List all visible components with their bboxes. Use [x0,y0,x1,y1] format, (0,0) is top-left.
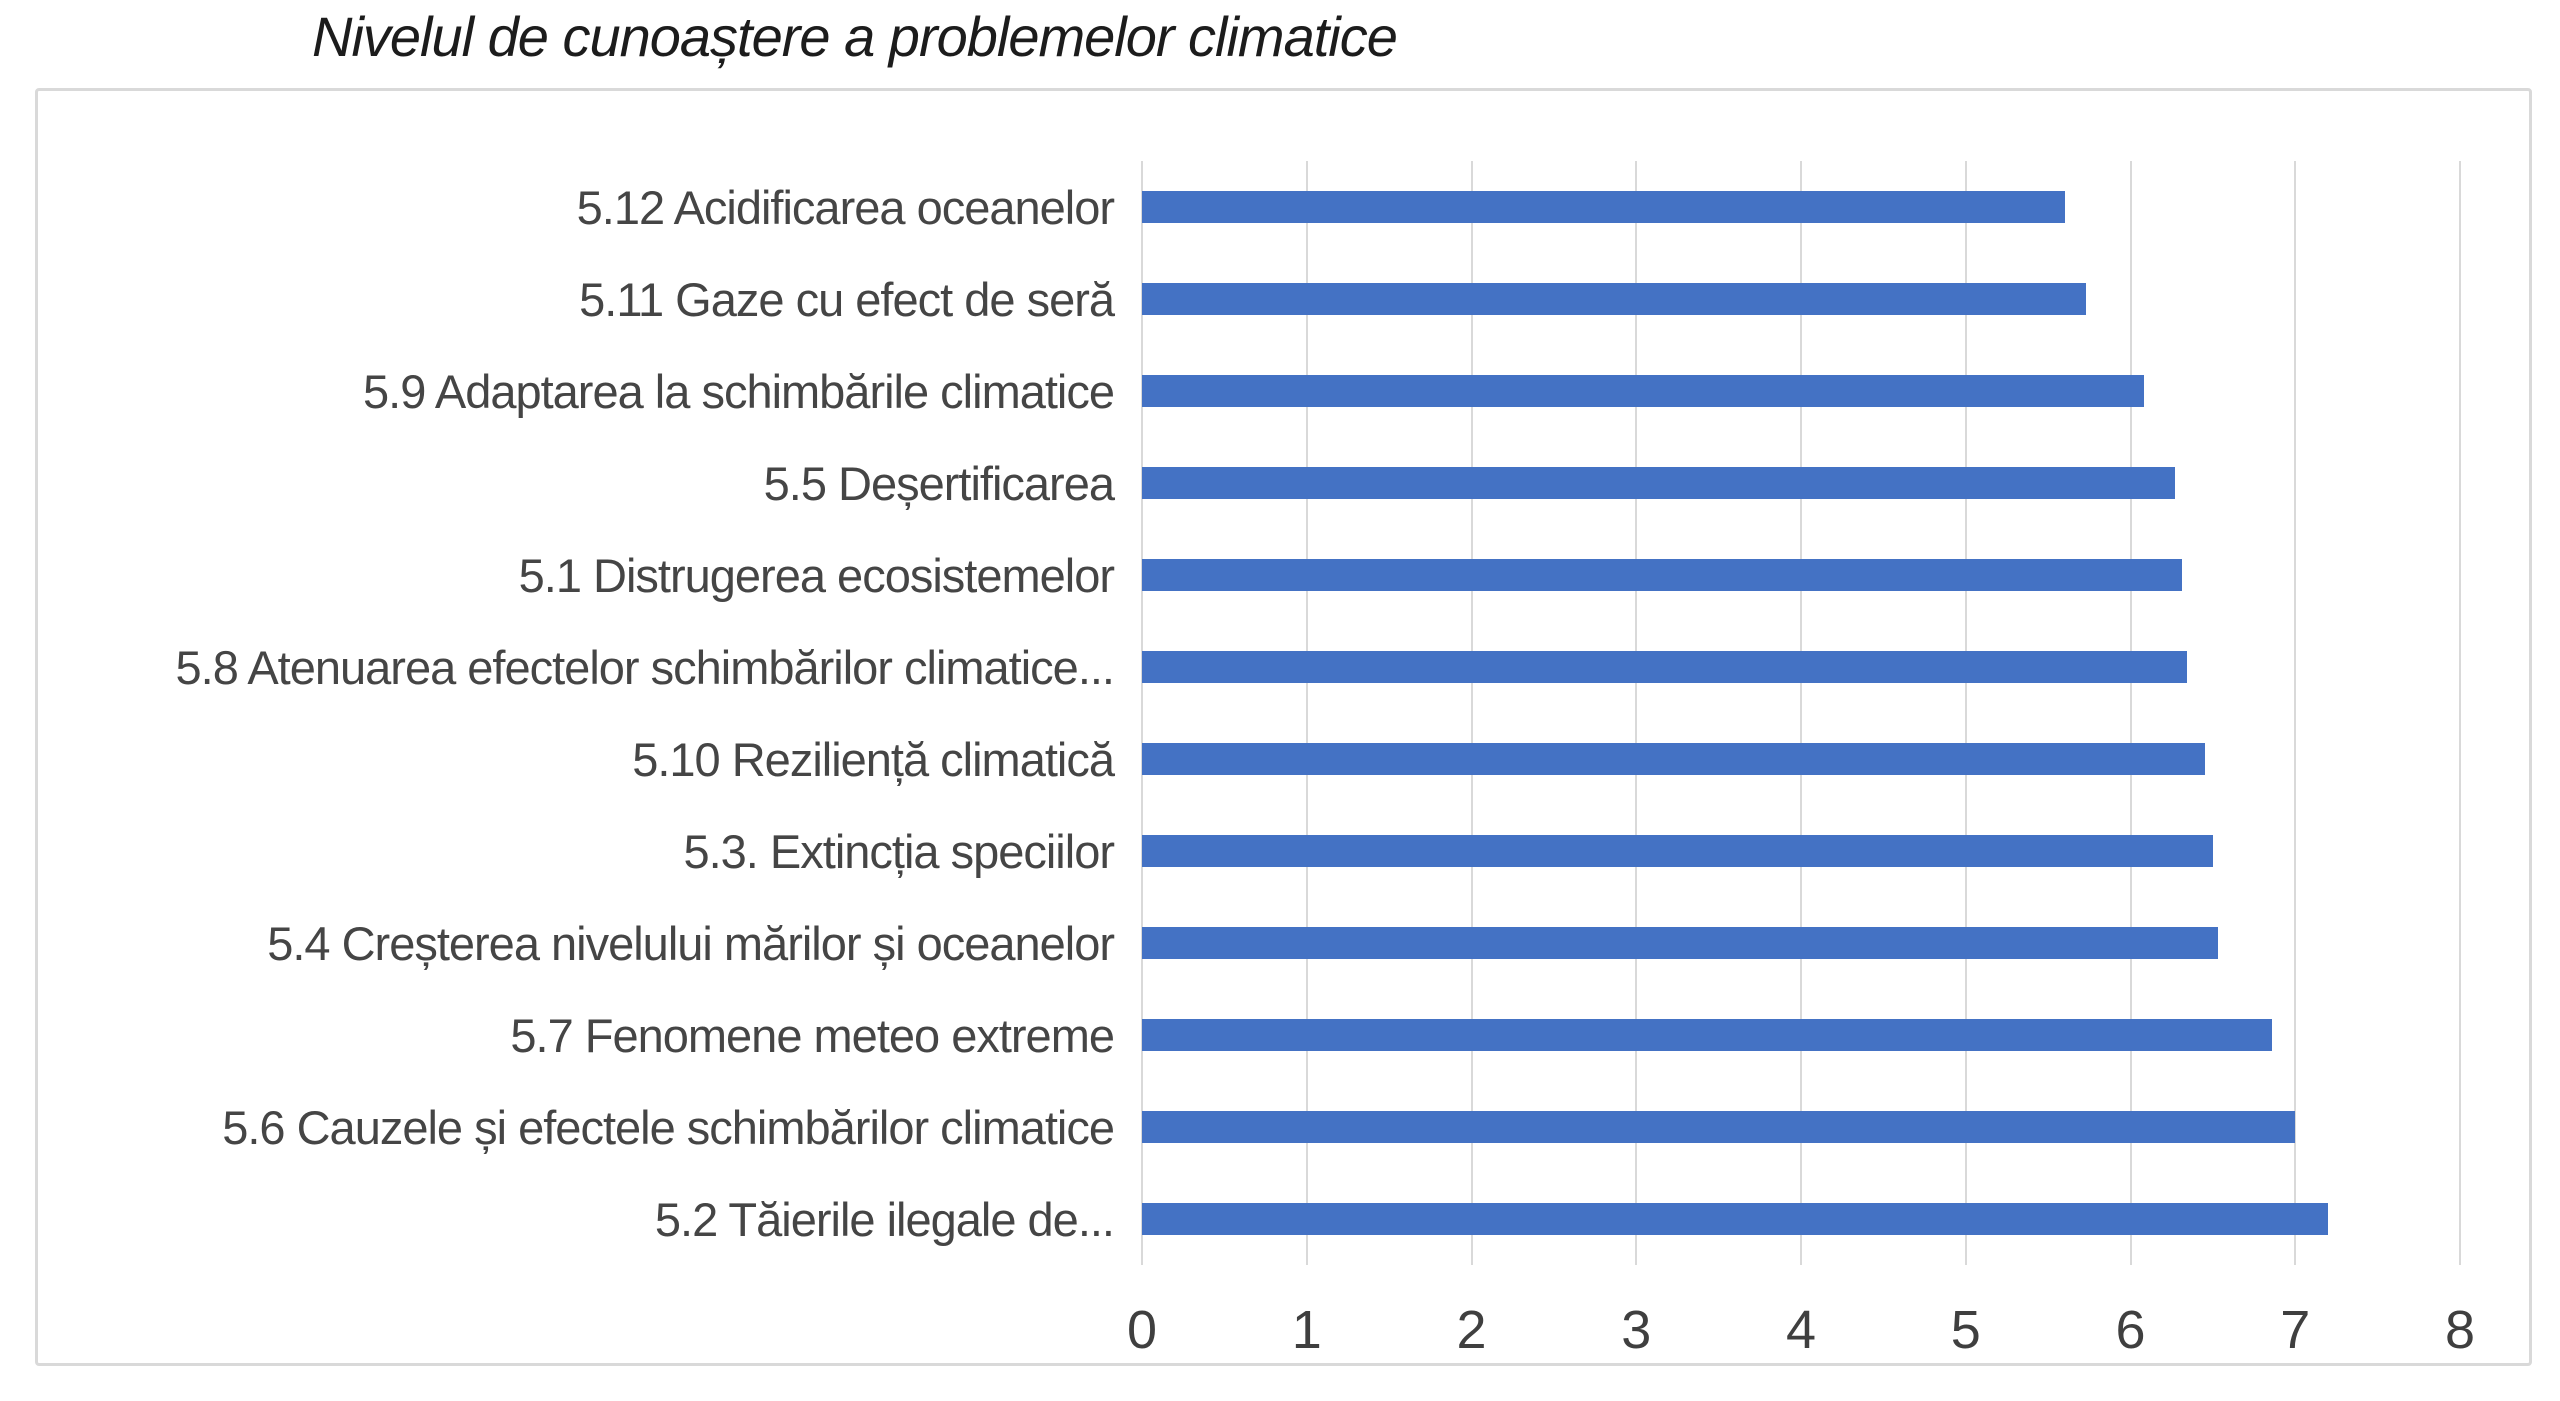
bar-row [1142,529,2460,621]
x-tick-label-2: 2 [1456,1300,1487,1360]
gridline-7 [2294,161,2297,1265]
category-label: 5.11 Gaze cu efect de seră [579,272,1115,326]
bar-5 [1142,559,2182,591]
category-label: 5.12 Acidificarea oceanelor [576,180,1115,234]
gridline-6 [2129,161,2132,1265]
bar-row [1142,253,2460,345]
gridline-0 [1141,161,1143,1265]
chart-frame: 5.12 Acidificarea oceanelor 5.11 Gaze cu … [35,88,2532,1366]
chart-title: Nivelul de cunoaștere a problemelor clim… [312,5,1398,68]
gridline-2 [1470,161,1473,1265]
bar-row [1142,897,2460,989]
bar-10 [1142,1019,2273,1051]
x-tick-label-5: 5 [1950,1300,1981,1360]
bar-7 [1142,743,2205,775]
bar-row [1142,1173,2460,1265]
gridline-4 [1800,161,1802,1265]
category-axis: 5.12 Acidificarea oceanelor 5.11 Gaze cu … [44,161,1128,1265]
x-tick-label-6: 6 [2115,1300,2146,1360]
gridline-3 [1635,161,1638,1265]
bar-3 [1142,375,2144,407]
bar-9 [1142,927,2218,959]
bar-row [1142,989,2460,1081]
bar-row [1142,161,2460,253]
bar-6 [1142,651,2187,683]
bar-row [1142,345,2460,437]
x-tick-label-0: 0 [1126,1300,1158,1360]
category-label: 5.3. Extincția speciilor [683,824,1115,878]
bar-row [1142,805,2460,897]
bar-8 [1142,835,2213,867]
category-label: 5.4 Creșterea nivelului mărilor și ocean… [267,916,1115,970]
x-tick-label-7: 7 [2280,1300,2311,1360]
category-label: 5.9 Adaptarea la schimbările climatice [363,364,1115,418]
x-tick-label-1: 1 [1291,1300,1322,1360]
bar-11 [1142,1111,2296,1143]
category-label: 5.5 Deșertificarea [763,456,1115,510]
x-tick-label-8: 8 [2444,1300,2476,1360]
x-tick-label-3: 3 [1621,1300,1652,1360]
category-label: 5.1 Distrugerea ecosistemelor [518,548,1115,602]
category-label: 5.8 Atenuarea efectelor schimbărilor cli… [175,640,1115,694]
category-label: 5.6 Cauzele și efectele schimbărilor cli… [222,1100,1115,1154]
bar-row [1142,621,2460,713]
plot-area [1141,161,2461,1265]
bar-row [1142,437,2460,529]
x-tick-label-4: 4 [1785,1300,1817,1360]
gridline-5 [1964,161,1967,1265]
category-label: 5.10 Reziliență climatică [632,732,1115,786]
bar-4 [1142,467,2175,499]
bar-12 [1142,1203,2329,1235]
gridline-1 [1305,161,1308,1265]
bar-row [1142,1081,2460,1173]
category-label: 5.2 Tăierile ilegale de... [654,1192,1115,1246]
category-label: 5.7 Fenomene meteo extreme [510,1008,1115,1062]
bar-row [1142,713,2460,805]
bar-2 [1142,283,2087,315]
bar-1 [1142,191,2065,223]
gridline-8 [2459,161,2461,1265]
